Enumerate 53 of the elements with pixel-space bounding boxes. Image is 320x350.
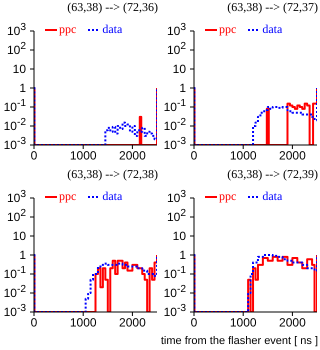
- x-tick-label: 1000: [70, 316, 97, 330]
- chart-title: (63,38) --> (72,37): [226, 0, 319, 14]
- y-tick-label: 1: [19, 81, 26, 95]
- y-tick-label: 10$^{-1}$: [4, 264, 26, 281]
- x-tick-label: 0: [30, 148, 38, 163]
- y-tick-label: 10$^{-2}$: [4, 116, 26, 133]
- y-tick-label: 10$^{-1}$: [164, 264, 186, 281]
- y-tick-label: 10: [172, 62, 186, 76]
- legend-label: ppc: [59, 189, 76, 204]
- y-tick-label: 10$^{-2}$: [4, 284, 26, 300]
- x-tick-label: 0: [190, 316, 198, 330]
- y-tick-label: 1: [19, 248, 26, 262]
- y-tick-label: 10$^{-1}$: [164, 98, 186, 114]
- y-tick-label: 10$^{-1}$: [4, 98, 26, 114]
- y-tick-label: 1: [179, 81, 186, 95]
- x-axis-title: time from the flasher event [ ns ]: [160, 334, 319, 348]
- x-tick-label: 2000: [119, 148, 146, 163]
- chart-title: (63,38) --> (72,36): [66, 0, 159, 14]
- y-tick-label: 10: [172, 229, 186, 243]
- x-tick-label: 2000: [279, 316, 306, 330]
- y-tick-label: 10: [12, 62, 26, 76]
- x-tick-label: 0: [190, 148, 198, 163]
- x-tick-label: 1000: [230, 148, 257, 163]
- y-tick-label: 10$^{-2}$: [164, 284, 186, 300]
- y-tick-label: 10$^{2}$: [166, 208, 186, 224]
- y-tick-label: 10$^{2}$: [166, 40, 186, 57]
- legend-label: data: [262, 189, 282, 204]
- x-tick-label: 1000: [70, 148, 97, 163]
- x-tick-label: 2000: [279, 148, 306, 163]
- y-tick-label: 10$^{-3}$: [164, 136, 186, 152]
- y-tick-label: 10$^{2}$: [6, 40, 26, 57]
- chart-title: (63,38) --> (72,38): [66, 167, 159, 181]
- y-tick-label: 1: [179, 248, 186, 262]
- y-tick-label: 10$^{3}$: [6, 22, 26, 38]
- legend-label: ppc: [219, 22, 236, 37]
- y-tick-label: 10$^{-3}$: [164, 302, 186, 319]
- y-tick-label: 10$^{2}$: [6, 208, 26, 224]
- legend-label: ppc: [59, 22, 76, 37]
- y-tick-label: 10$^{3}$: [166, 188, 186, 205]
- y-tick-label: 10: [12, 229, 26, 243]
- legend-label: data: [102, 189, 122, 204]
- x-tick-label: 1000: [230, 316, 257, 330]
- y-tick-label: 10$^{3}$: [6, 188, 26, 205]
- chart-title: (63,38) --> (72,39): [226, 167, 319, 181]
- legend-label: data: [102, 22, 122, 37]
- x-tick-label: 2000: [119, 316, 146, 330]
- legend-label: data: [262, 22, 282, 37]
- y-tick-label: 10$^{-2}$: [164, 116, 186, 133]
- y-tick-label: 10$^{-3}$: [4, 136, 26, 152]
- legend-label: ppc: [219, 189, 236, 204]
- x-tick-label: 0: [30, 316, 38, 330]
- y-tick-label: 10$^{3}$: [166, 22, 186, 38]
- y-tick-label: 10$^{-3}$: [4, 302, 26, 319]
